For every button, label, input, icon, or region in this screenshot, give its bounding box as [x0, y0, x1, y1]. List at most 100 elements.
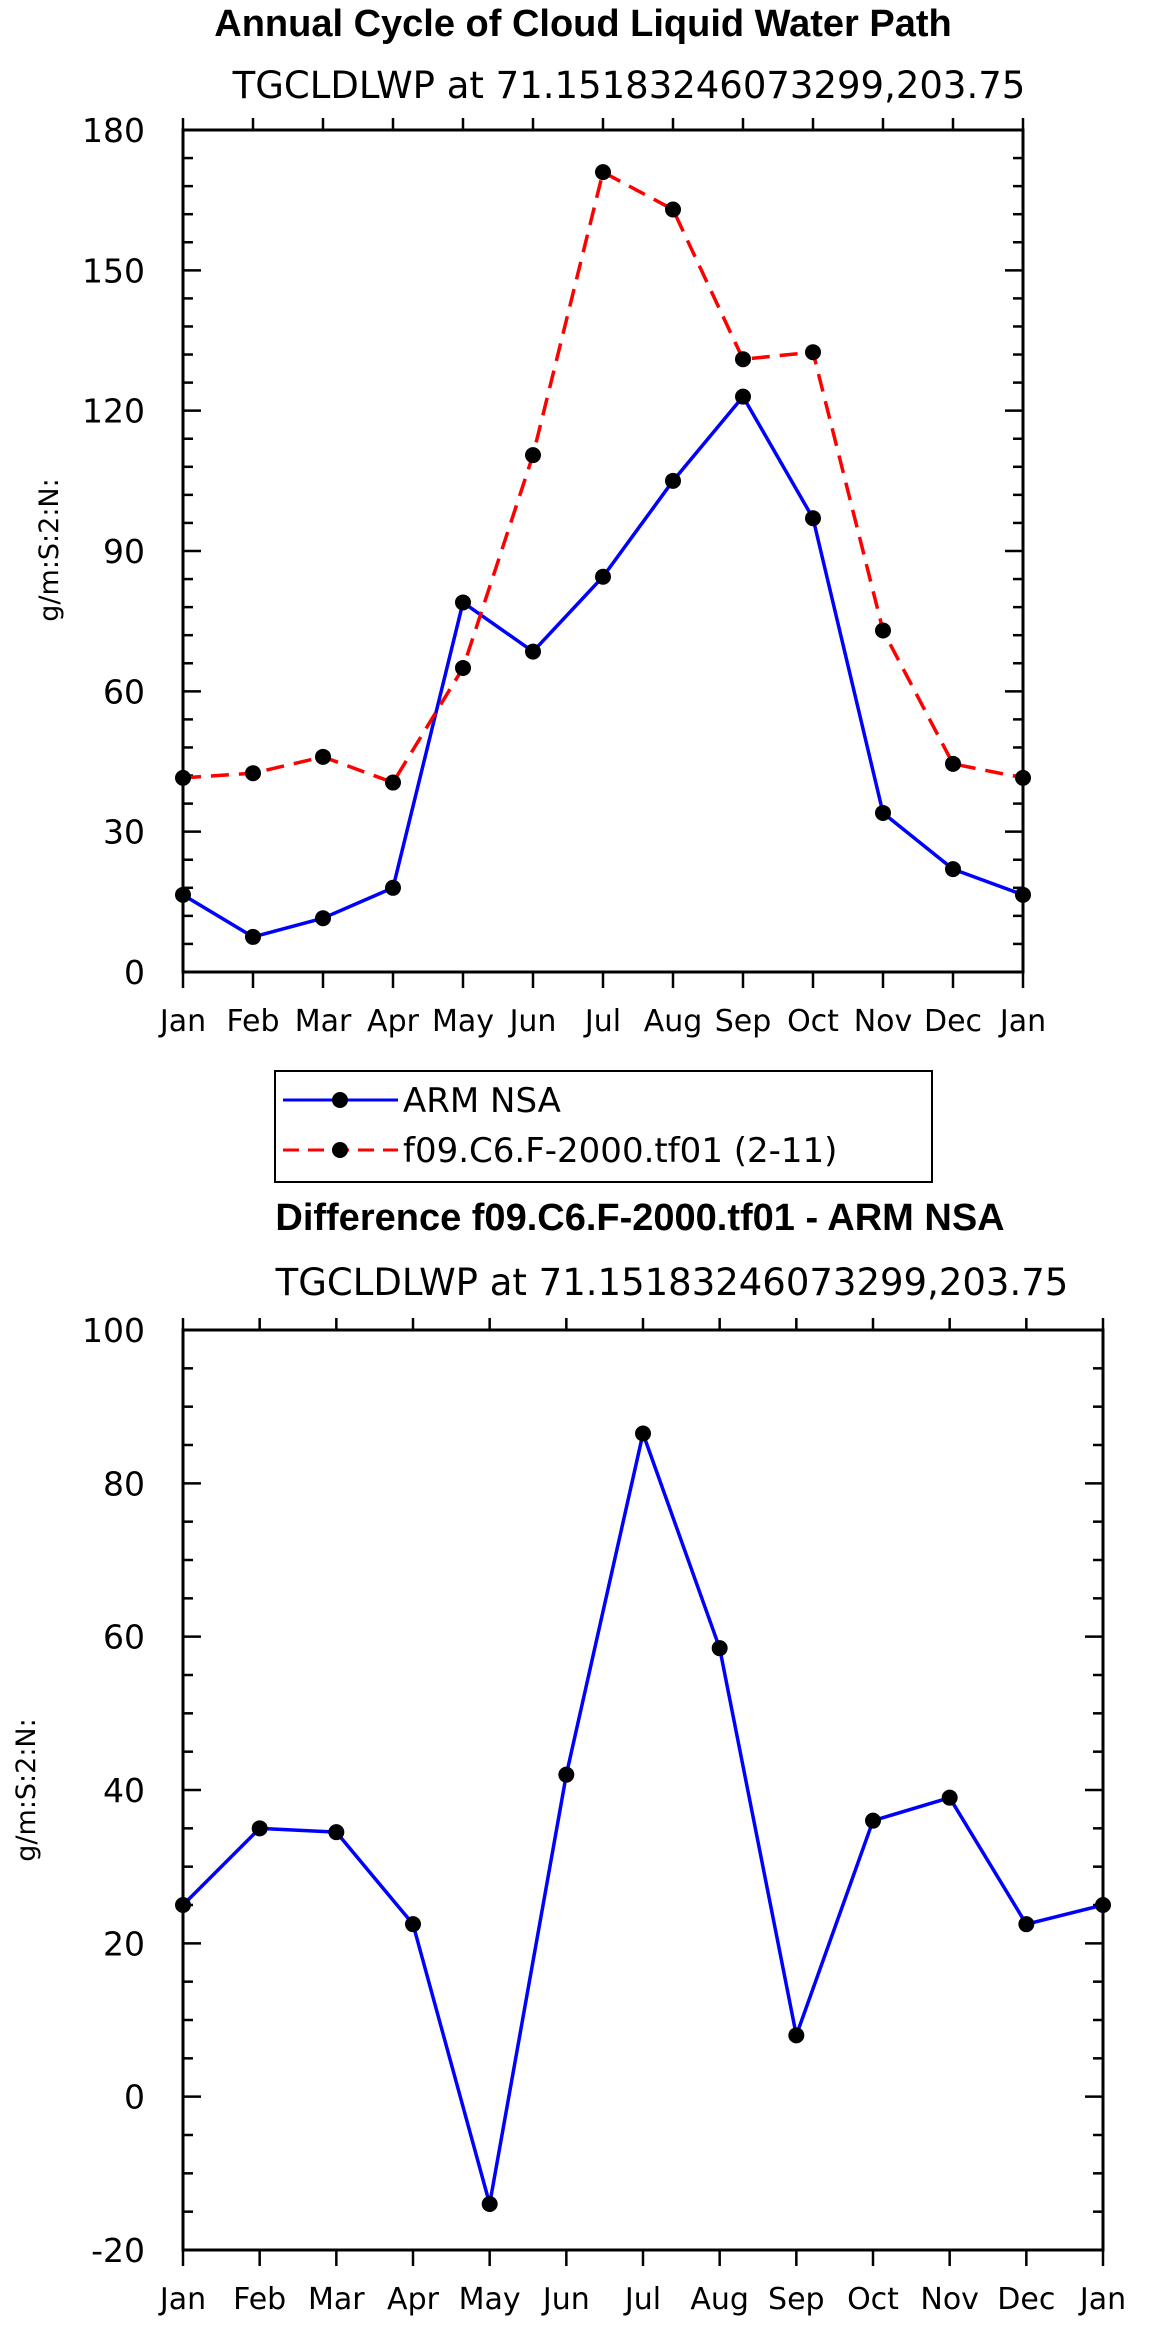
x-tick-label: Dec [997, 2282, 1055, 2317]
axis-ticks [181, 1318, 1105, 2266]
tick-labels: 0 30 60 90 120 150 180 Jan Feb Mar Apr May Jun Jul Aug… [82, 111, 1046, 1039]
y-tick-label: 60 [103, 1618, 145, 1657]
plot-frame [181, 128, 1025, 974]
legend-label-model: f09.C6.F-2000.tf01 (2-11) [403, 1131, 837, 1171]
x-tick-label: Oct [847, 2282, 899, 2317]
plot-frame [181, 1328, 1105, 2252]
data-point [875, 804, 891, 821]
data-point [525, 643, 541, 660]
data-point [315, 910, 331, 927]
x-tick-label: Sep [715, 1004, 772, 1039]
data-point [735, 351, 751, 368]
y-tick-label: 20 [103, 1924, 145, 1963]
data-point [405, 1916, 421, 1933]
x-tick-label: Jan [158, 2282, 206, 2317]
y-axis-label: g/m:S:2:N: [34, 478, 65, 621]
x-tick-label: Jul [623, 2282, 661, 2317]
data-point [635, 1425, 651, 1442]
data-point [665, 472, 681, 489]
x-tick-label: Apr [367, 1004, 420, 1039]
data-point [865, 1812, 881, 1829]
x-tick-label: Nov [854, 1004, 913, 1039]
data-point [875, 622, 891, 639]
y-tick-label: 0 [124, 2078, 145, 2117]
data-point [788, 2027, 805, 2044]
y-tick-label: 80 [103, 1464, 145, 1503]
series-lines [181, 1431, 1104, 2206]
x-tick-label: May [432, 1004, 494, 1039]
data-point [385, 879, 401, 896]
x-tick-label: Oct [787, 1004, 839, 1039]
x-tick-label: Nov [920, 2282, 979, 2317]
chart-title: Annual Cycle of Cloud Liquid Water Path [214, 3, 952, 45]
legend-marker-model [332, 1142, 348, 1158]
x-tick-label: Aug [690, 2282, 749, 2317]
data-point [805, 344, 821, 361]
x-tick-label: Mar [308, 2282, 365, 2317]
y-tick-label: 30 [103, 813, 145, 852]
x-tick-label: Feb [233, 2282, 286, 2317]
chart-title: Difference f09.C6.F-2000.tf01 - ARM NSA [275, 1197, 1004, 1239]
series-line [181, 1431, 1104, 2206]
chart-difference: Difference f09.C6.F-2000.tf01 - ARM NSA … [11, 1197, 1126, 2317]
series-lines [182, 170, 1024, 939]
data-point [595, 164, 611, 181]
data-point [1018, 1916, 1035, 1933]
y-tick-label: 40 [103, 1771, 145, 1810]
data-point [941, 1789, 958, 1806]
y-axis-label: g/m:S:2:N: [11, 1718, 42, 1861]
y-tick-label: 90 [103, 532, 145, 571]
x-tick-label: Jul [583, 1004, 621, 1039]
series-line [182, 394, 1024, 939]
data-point [315, 748, 331, 765]
series-markers [175, 164, 1031, 945]
data-point [481, 2196, 498, 2212]
chart-annual-cycle: Annual Cycle of Cloud Liquid Water Path … [34, 3, 1046, 1039]
x-tick-label: Jan [1078, 2282, 1126, 2317]
data-point [245, 765, 261, 782]
y-tick-label: -20 [91, 2231, 145, 2270]
data-point [735, 388, 751, 405]
x-tick-label: Jan [998, 1004, 1046, 1039]
y-tick-label: 100 [82, 1311, 145, 1350]
x-tick-label: Jan [158, 1004, 206, 1039]
axis-ticks [181, 118, 1025, 988]
y-tick-label: 0 [124, 953, 145, 992]
x-tick-label: Jun [508, 1004, 557, 1039]
data-point [455, 659, 471, 676]
y-tick-label: 120 [82, 392, 145, 431]
data-point [558, 1766, 575, 1783]
tick-labels: -20 0 20 40 60 80 100 Jan Feb Mar Apr May Jun Jul Aug S… [82, 1311, 1126, 2317]
chart-subtitle: TGCLDLWP at 71.15183246073299,203.75 [232, 64, 1026, 107]
data-point [945, 755, 961, 772]
legend-marker-arm-nsa [332, 1092, 348, 1108]
x-tick-label: Jun [541, 2282, 590, 2317]
data-point [595, 568, 611, 585]
data-point [385, 774, 401, 791]
chart-subtitle: TGCLDLWP at 71.15183246073299,203.75 [275, 1261, 1069, 1304]
x-tick-label: Sep [768, 2282, 825, 2317]
x-tick-label: May [459, 2282, 521, 2317]
data-point [711, 1640, 728, 1657]
x-tick-label: Apr [387, 2282, 440, 2317]
x-tick-label: Aug [644, 1004, 703, 1039]
data-point [945, 861, 961, 878]
x-tick-label: Dec [924, 1004, 982, 1039]
series-markers [175, 1425, 1111, 2212]
x-tick-label: Feb [226, 1004, 279, 1039]
legend-box [274, 1070, 933, 1183]
legend-label-arm-nsa: ARM NSA [403, 1081, 561, 1121]
y-tick-label: 150 [82, 251, 145, 290]
data-point [245, 928, 261, 945]
legend: ARM NSA f09.C6.F-2000.tf01 (2-11) [274, 1070, 933, 1183]
series-line [182, 170, 1024, 785]
data-point [328, 1824, 345, 1841]
data-point [251, 1820, 268, 1837]
data-point [805, 510, 821, 527]
x-tick-label: Mar [295, 1004, 352, 1039]
y-tick-label: 60 [103, 672, 145, 711]
data-point [665, 201, 681, 218]
y-tick-label: 180 [82, 111, 145, 150]
